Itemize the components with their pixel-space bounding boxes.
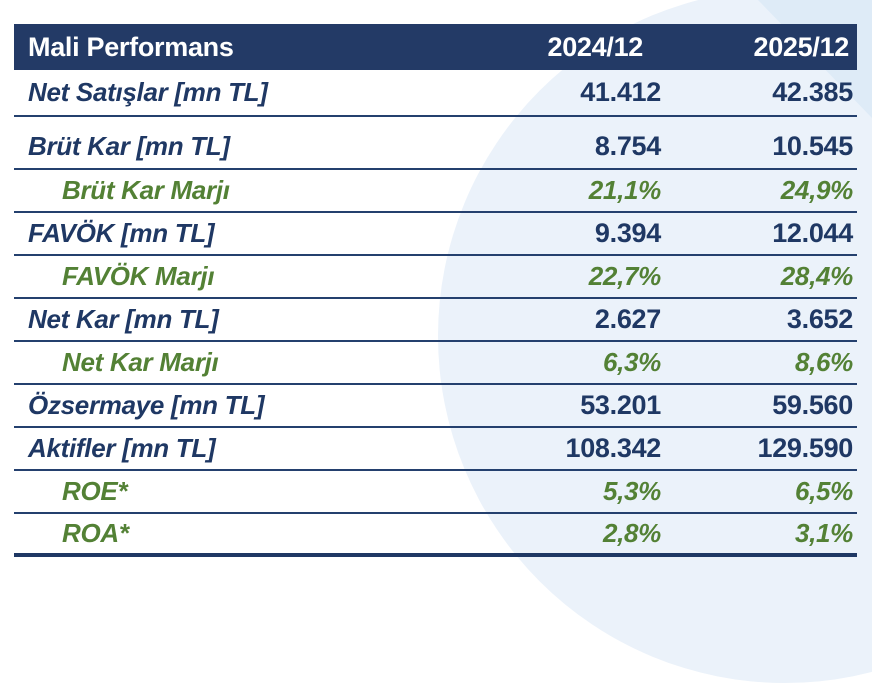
table-row: Özsermaye [mn TL] 53.201 59.560 — [14, 385, 857, 428]
row-label: Net Satışlar [mn TL] — [28, 77, 268, 107]
row-label: Brüt Kar Marjı — [62, 175, 230, 205]
table-row: ROE* 5,3% 6,5% — [14, 471, 857, 514]
table-row: Brüt Kar Marjı 21,1% 24,9% — [14, 170, 857, 213]
table-row: ROA* 2,8% 3,1% — [14, 514, 857, 557]
row-label: Aktifler [mn TL] — [28, 433, 216, 463]
value-2024-12: 2,8% — [602, 518, 661, 548]
financial-performance-table: Mali Performans 2024/12 2025/12 Net Satı… — [14, 24, 857, 557]
value-2025-12: 10.545 — [772, 131, 853, 161]
value-2024-12: 5,3% — [602, 476, 661, 506]
table-body: Net Satışlar [mn TL] 41.412 42.385 Brüt Kar… — [14, 70, 857, 557]
value-2025-12: 6,5% — [794, 476, 853, 506]
value-2024-12: 53.201 — [580, 390, 661, 420]
value-2024-12: 6,3% — [602, 347, 661, 377]
value-2025-12: 59.560 — [772, 390, 853, 420]
table-header-row: Mali Performans 2024/12 2025/12 — [14, 24, 857, 70]
table-row: FAVÖK Marjı 22,7% 28,4% — [14, 256, 857, 299]
value-2024-12: 2.627 — [594, 304, 661, 334]
column-header-2025-12: 2025/12 — [753, 31, 850, 62]
value-2025-12: 24,9% — [780, 175, 854, 205]
row-label: Brüt Kar [mn TL] — [28, 131, 230, 161]
table-row: FAVÖK [mn TL] 9.394 12.044 — [14, 213, 857, 256]
value-2025-12: 129.590 — [757, 433, 854, 463]
value-2024-12: 22,7% — [588, 261, 662, 291]
value-2024-12: 108.342 — [565, 433, 662, 463]
row-label: Özsermaye [mn TL] — [28, 390, 265, 420]
row-label: ROA* — [62, 518, 129, 548]
table-row: Net Kar [mn TL] 2.627 3.652 — [14, 299, 857, 342]
value-2025-12: 12.044 — [772, 218, 853, 248]
row-label: FAVÖK Marjı — [62, 261, 215, 291]
table-row: Net Kar Marjı 6,3% 8,6% — [14, 342, 857, 385]
value-2024-12: 21,1% — [588, 175, 662, 205]
value-2025-12: 8,6% — [794, 347, 853, 377]
table-row: Net Satışlar [mn TL] 41.412 42.385 — [14, 70, 857, 117]
value-2024-12: 9.394 — [594, 218, 661, 248]
value-2024-12: 8.754 — [594, 131, 661, 161]
value-2025-12: 28,4% — [780, 261, 854, 291]
value-2025-12: 3,1% — [794, 518, 853, 548]
row-label: Net Kar [mn TL] — [28, 304, 219, 334]
column-header-2024-12: 2024/12 — [547, 31, 644, 62]
table-title: Mali Performans — [28, 31, 234, 62]
value-2025-12: 42.385 — [772, 77, 853, 107]
table-row: Aktifler [mn TL] 108.342 129.590 — [14, 428, 857, 471]
table-row: Brüt Kar [mn TL] 8.754 10.545 — [14, 117, 857, 170]
row-label: ROE* — [62, 476, 128, 506]
value-2025-12: 3.652 — [786, 304, 853, 334]
row-label: FAVÖK [mn TL] — [28, 218, 215, 248]
row-label: Net Kar Marjı — [62, 347, 219, 377]
value-2024-12: 41.412 — [580, 77, 661, 107]
